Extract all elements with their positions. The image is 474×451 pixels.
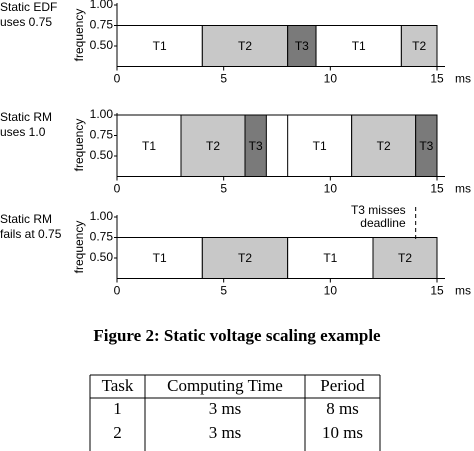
task-label: T2 [412,39,426,53]
task-label: T3 [295,39,309,53]
task-label: T2 [206,139,220,153]
table-cell: 2 [113,423,122,442]
table-cell: Period [320,376,365,395]
x-tick-label: 0 [114,284,121,298]
y-tick-label: 0.75 [90,18,114,32]
task-block [287,114,353,177]
panel-label: uses 1.0 [0,125,46,139]
x-tick-label: 10 [324,72,338,86]
y-tick-label: 1.00 [90,209,114,223]
table-cell: 3 ms [209,399,242,418]
y-axis-label: frequency [72,221,86,274]
x-tick-label: 10 [324,284,338,298]
x-tick-label: 15 [430,182,444,196]
y-tick-label: 0.50 [90,148,114,162]
task-block [372,237,438,279]
y-tick-label: 1.00 [90,107,114,121]
x-tick-label: 5 [220,284,227,298]
y-tick-label: 1.00 [90,0,114,11]
task-block [351,114,417,177]
task-label: T1 [313,139,327,153]
task-block [287,237,374,279]
x-tick-label: 0 [114,72,121,86]
y-tick-label: 0.75 [90,128,114,142]
x-tick-label: 15 [430,72,444,86]
x-unit: ms [455,284,471,298]
x-tick-label: 5 [220,72,227,86]
y-tick-label: 0.50 [90,38,114,52]
task-label: T2 [377,139,391,153]
x-tick-label: 10 [324,182,338,196]
x-unit: ms [455,72,471,86]
task-label: T1 [323,251,337,265]
task-block [315,25,402,67]
panel-label: fails at 0.75 [0,227,62,241]
table-cell: 3 ms [209,423,242,442]
task-label: T3 [249,139,263,153]
task-block [116,25,203,67]
table-cell: 8 ms [326,399,359,418]
panel-label: Static RM [0,212,52,226]
task-label: T3 [419,139,433,153]
annotation: deadline [360,216,406,230]
task-label: T1 [142,139,156,153]
table-cell: 1 [113,399,122,418]
x-tick-label: 5 [220,182,227,196]
panel-label: Static EDF [0,0,57,14]
task-label: T1 [352,39,366,53]
y-axis-label: frequency [72,9,86,62]
table-cell: 10 ms [322,423,363,442]
y-axis-label: frequency [72,119,86,172]
task-block [400,25,438,67]
y-tick-label: 0.75 [90,230,114,244]
task-label: T2 [238,39,252,53]
x-unit: ms [455,182,471,196]
task-label: T1 [153,251,167,265]
task-label: T2 [238,251,252,265]
x-tick-label: 15 [430,284,444,298]
panel-label: uses 0.75 [0,15,52,29]
annotation: T3 misses [351,203,406,217]
y-tick-label: 0.50 [90,250,114,264]
panel-label: Static RM [0,110,52,124]
x-tick-label: 0 [114,182,121,196]
table-cell: Computing Time [167,376,283,395]
task-label: T2 [398,251,412,265]
task-block [116,114,182,177]
caption: Figure 2: Static voltage scaling example [93,326,381,345]
task-label: T1 [153,39,167,53]
task-block [180,114,246,177]
table-cell: Task [102,376,134,395]
